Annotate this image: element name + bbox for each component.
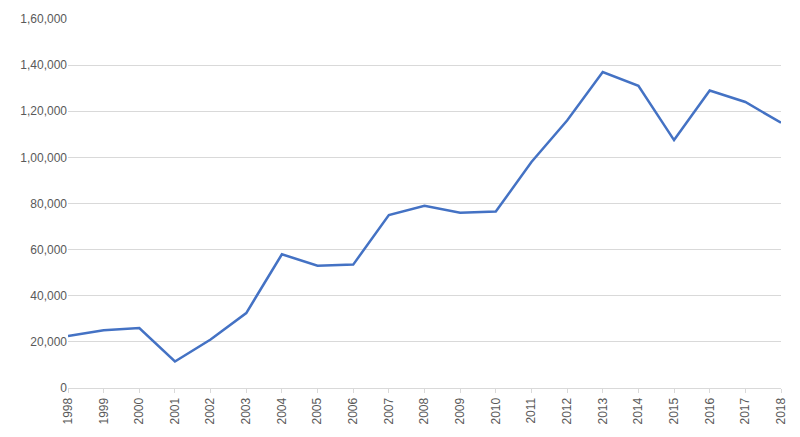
svg-text:2000: 2000	[132, 397, 146, 424]
svg-text:2009: 2009	[453, 397, 467, 424]
svg-text:2006: 2006	[346, 397, 360, 424]
svg-text:2013: 2013	[596, 397, 610, 424]
svg-text:80,000: 80,000	[30, 197, 67, 211]
svg-text:2002: 2002	[204, 397, 218, 424]
svg-text:2018: 2018	[774, 397, 788, 424]
svg-text:20,000: 20,000	[30, 335, 67, 349]
svg-text:2012: 2012	[560, 397, 574, 424]
svg-text:2014: 2014	[631, 397, 645, 424]
svg-text:2003: 2003	[239, 397, 253, 424]
svg-text:60,000: 60,000	[30, 243, 67, 257]
svg-text:2001: 2001	[168, 397, 182, 424]
svg-text:2015: 2015	[667, 397, 681, 424]
svg-text:1,20,000: 1,20,000	[20, 104, 67, 118]
svg-text:1,40,000: 1,40,000	[20, 58, 67, 72]
svg-text:2011: 2011	[524, 397, 538, 423]
svg-text:0: 0	[60, 381, 67, 395]
svg-text:1998: 1998	[61, 397, 75, 424]
svg-text:1,60,000: 1,60,000	[20, 12, 67, 26]
svg-text:2004: 2004	[275, 397, 289, 424]
svg-text:2008: 2008	[417, 397, 431, 424]
svg-text:40,000: 40,000	[30, 289, 67, 303]
svg-text:1,00,000: 1,00,000	[20, 151, 67, 165]
svg-text:2007: 2007	[382, 397, 396, 424]
svg-text:2010: 2010	[489, 397, 503, 424]
svg-text:2016: 2016	[703, 397, 717, 424]
svg-text:2017: 2017	[738, 397, 752, 424]
svg-text:2005: 2005	[310, 397, 324, 424]
svg-text:1999: 1999	[97, 397, 111, 424]
